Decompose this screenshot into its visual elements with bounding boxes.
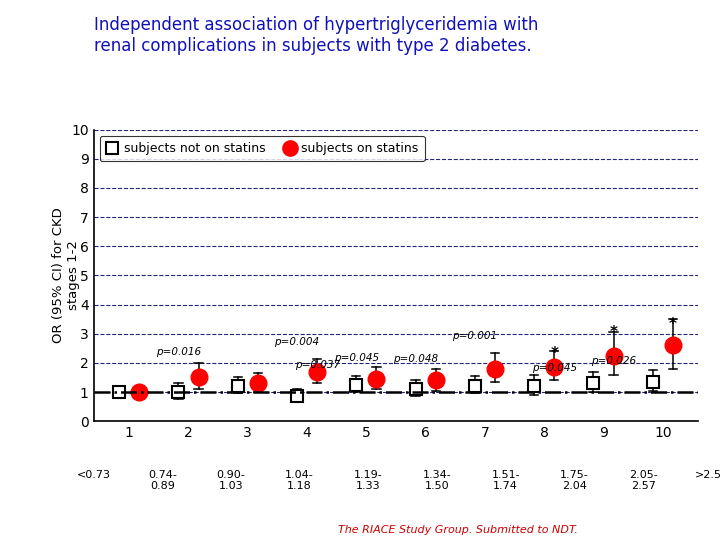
Text: p=0.037: p=0.037 (294, 360, 340, 370)
Text: 0.90-
1.03: 0.90- 1.03 (217, 470, 246, 491)
Text: <0.73: <0.73 (76, 470, 111, 480)
Text: >2.58: >2.58 (695, 470, 720, 480)
Legend: subjects not on statins, subjects on statins: subjects not on statins, subjects on sta… (100, 136, 425, 161)
Text: p=0.045: p=0.045 (532, 363, 577, 373)
Text: 1.19-
1.33: 1.19- 1.33 (354, 470, 383, 491)
Text: p=0.045: p=0.045 (333, 353, 379, 363)
Text: Independent association of hypertriglyceridemia with
renal complications in subj: Independent association of hypertriglyce… (94, 16, 538, 55)
Text: 1.75-
2.04: 1.75- 2.04 (560, 470, 589, 491)
Text: p=0.016: p=0.016 (156, 347, 201, 357)
Text: The RIACE Study Group. Submitted to NDT.: The RIACE Study Group. Submitted to NDT. (338, 524, 578, 535)
Text: *: * (669, 318, 677, 332)
Text: p=0.004: p=0.004 (274, 337, 320, 347)
Text: *: * (610, 325, 618, 340)
Text: p=0.048: p=0.048 (393, 354, 438, 364)
Text: 0.74-
0.89: 0.74- 0.89 (148, 470, 176, 491)
Text: 1.34-
1.50: 1.34- 1.50 (423, 470, 451, 491)
Y-axis label: OR (95% CI) for CKD
stages 1-2: OR (95% CI) for CKD stages 1-2 (52, 207, 79, 343)
Text: *: * (550, 347, 558, 361)
Text: p=0.026: p=0.026 (591, 356, 636, 366)
Text: 1.04-
1.18: 1.04- 1.18 (285, 470, 314, 491)
Text: 2.05-
2.57: 2.05- 2.57 (629, 470, 657, 491)
Text: 1.51-
1.74: 1.51- 1.74 (492, 470, 520, 491)
Text: p=0.001: p=0.001 (452, 331, 498, 341)
